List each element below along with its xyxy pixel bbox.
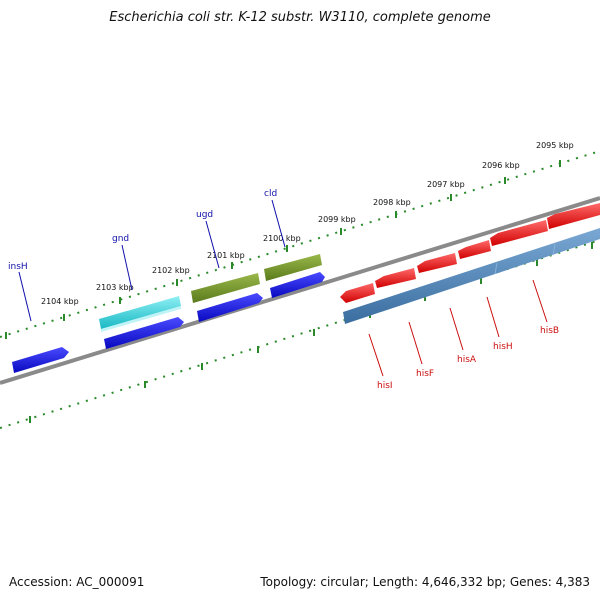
gene-red-1[interactable] <box>340 283 375 303</box>
gene-blue-4[interactable] <box>270 272 325 298</box>
genome-backbone <box>0 196 600 385</box>
gene-red-4[interactable] <box>458 240 491 259</box>
operon-divider <box>552 243 556 256</box>
gene-label-hisF: hisF <box>416 369 434 379</box>
major-ticks <box>5 160 561 339</box>
kbp-label: 2102 kbp <box>152 266 190 275</box>
gene-blue-3[interactable] <box>197 293 263 322</box>
gene-cld[interactable] <box>264 254 322 281</box>
topology-summary: Topology: circular; Length: 4,646,332 bp… <box>260 575 590 589</box>
gene-red-6[interactable] <box>547 203 600 229</box>
kbp-label: 2099 kbp <box>318 215 356 224</box>
operon-divider <box>494 262 498 275</box>
gene-label-gnd: gnd <box>112 234 129 244</box>
kbp-label: 2103 kbp <box>96 283 134 292</box>
reverse-genes <box>340 203 600 324</box>
gene-red-2[interactable] <box>375 268 416 288</box>
kbp-label: 2100 kbp <box>263 234 301 243</box>
kbp-label: 2101 kbp <box>207 251 245 260</box>
gene-label-hisB: hisB <box>540 326 559 336</box>
gene-insH[interactable] <box>12 347 69 373</box>
gene-his-operon-steel[interactable] <box>343 228 600 324</box>
kbp-label: 2096 kbp <box>482 161 520 170</box>
outer-tick-track <box>0 150 600 338</box>
gene-red-5[interactable] <box>490 220 548 246</box>
kbp-labels: 2104 kbp 2103 kbp 2102 kbp 2101 kbp 2100… <box>41 141 574 306</box>
gene-ugd[interactable] <box>191 273 260 303</box>
gene-label-hisH: hisH <box>493 342 513 352</box>
kbp-label: 2097 kbp <box>427 180 465 189</box>
gene-label-hisA: hisA <box>457 355 477 365</box>
gene-cyan-b[interactable] <box>101 306 181 332</box>
forward-gene-labels: insH gnd ugd cld <box>8 189 286 322</box>
gene-label-cld: cld <box>264 189 277 199</box>
gene-blue-2[interactable] <box>104 317 184 349</box>
kbp-label: 2095 kbp <box>536 141 574 150</box>
genome-title: Escherichia coli str. K-12 substr. W3110… <box>109 10 491 25</box>
gene-label-ugd: ugd <box>196 210 213 220</box>
kbp-label: 2098 kbp <box>373 198 411 207</box>
gene-label-hisI: hisI <box>377 381 393 391</box>
reverse-gene-labels: hisI hisF hisA hisH hisB <box>368 279 559 391</box>
gene-label-insH: insH <box>8 262 28 272</box>
gene-red-3[interactable] <box>417 253 457 273</box>
accession-text: Accession: AC_000091 <box>9 575 145 589</box>
kbp-label: 2104 kbp <box>41 297 79 306</box>
forward-genes <box>12 254 325 373</box>
gene-gnd[interactable] <box>99 296 181 329</box>
